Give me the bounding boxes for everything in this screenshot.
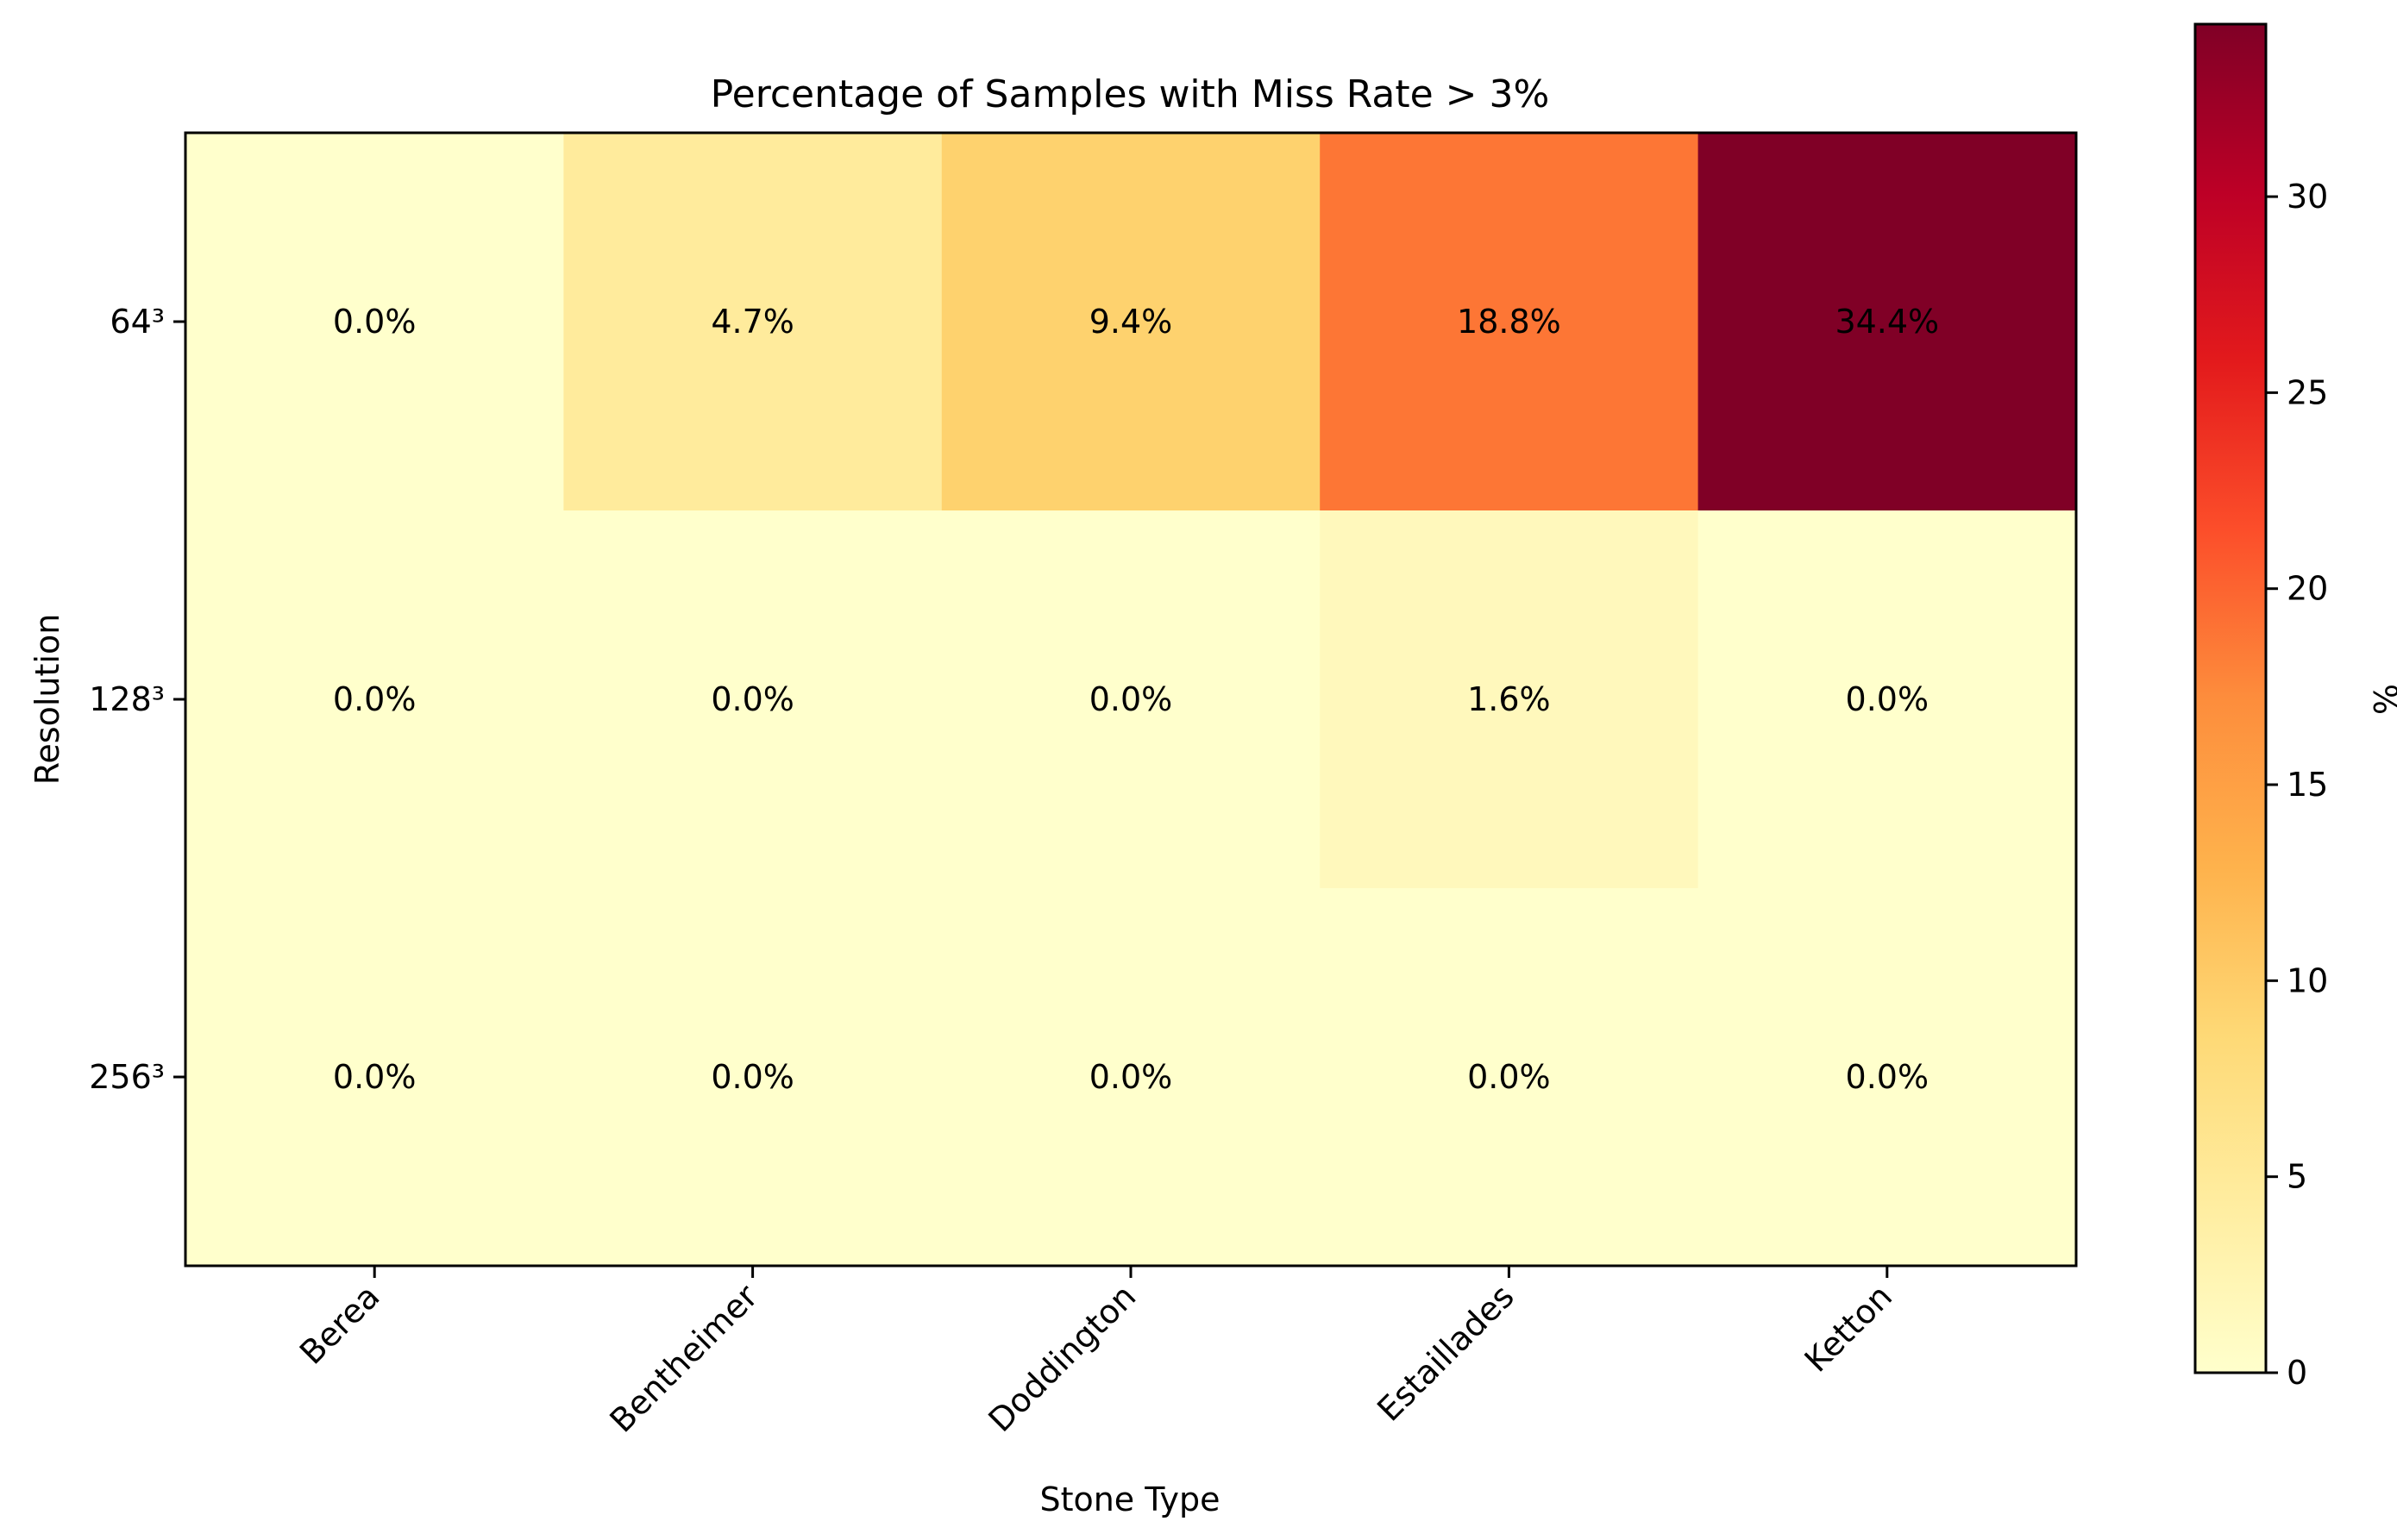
cell-value-label: 0.0% xyxy=(333,680,417,718)
x-tick-label: Ketton xyxy=(1798,1277,1899,1379)
cell-value-label: 1.6% xyxy=(1467,680,1551,718)
heatmap-cell xyxy=(1320,888,1699,1267)
x-axis-ticks: Berea Bentheimer Doddington Estaillades Kett… xyxy=(292,1266,1899,1440)
cell-value-label: 4.7% xyxy=(711,303,794,341)
colorbar-tick-label: 0 xyxy=(2287,1354,2307,1392)
cell-value-label: 18.8% xyxy=(1457,303,1561,341)
colorbar-tick-label: 25 xyxy=(2287,373,2328,411)
heatmap-cell xyxy=(941,888,1321,1267)
heatmap-cell xyxy=(1320,510,1699,889)
colorbar-tick-label: 5 xyxy=(2287,1158,2307,1196)
cell-value-label: 34.4% xyxy=(1835,303,1939,341)
y-axis-ticks: 64³ 128³ 256³ xyxy=(89,303,185,1096)
heatmap-cell xyxy=(1320,133,1699,511)
colorbar xyxy=(2193,22,2268,1374)
colorbar-tick-label: 10 xyxy=(2287,961,2328,999)
heatmap-cell xyxy=(185,133,564,511)
cell-value-label: 0.0% xyxy=(1089,680,1173,718)
colorbar-ticks: 0 5 10 15 20 25 30 xyxy=(2266,178,2328,1392)
heatmap-cell xyxy=(563,133,943,511)
cell-value-label: 0.0% xyxy=(1089,1058,1173,1096)
heatmap-cell xyxy=(941,133,1321,511)
y-tick-label: 64³ xyxy=(110,303,165,341)
cell-value-label: 9.4% xyxy=(1089,303,1173,341)
heatmap-cell xyxy=(563,510,943,889)
chart-title: Percentage of Samples with Miss Rate > 3… xyxy=(711,72,1550,116)
x-tick-label: Estaillades xyxy=(1370,1277,1522,1429)
cell-value-label: 0.0% xyxy=(1846,680,1930,718)
y-tick-label: 128³ xyxy=(89,680,165,718)
x-axis-label: Stone Type xyxy=(1039,1481,1220,1518)
cell-value-label: 0.0% xyxy=(333,303,417,341)
cell-value-label: 0.0% xyxy=(1846,1058,1930,1096)
cell-value-label: 0.0% xyxy=(711,1058,794,1096)
colorbar-tick-label: 15 xyxy=(2287,766,2328,804)
heatmap-cell xyxy=(185,888,564,1267)
cell-value-label: 0.0% xyxy=(711,680,794,718)
heatmap-cell-labels: 0.0% 4.7% 9.4% 18.8% 34.4% 0.0% 0.0% 0.0% 1.6% 0.… xyxy=(333,303,1939,1096)
colorbar-tick-label: 20 xyxy=(2287,570,2328,608)
y-tick-label: 256³ xyxy=(89,1058,165,1096)
heatmap-cell xyxy=(185,510,564,889)
colorbar-tick-label: 30 xyxy=(2287,178,2328,216)
cell-value-label: 0.0% xyxy=(333,1058,417,1096)
x-tick-label: Doddington xyxy=(981,1277,1143,1439)
cell-value-label: 0.0% xyxy=(1467,1058,1551,1096)
heatmap-cell xyxy=(1697,510,2077,889)
heatmap-cell xyxy=(563,888,943,1267)
x-tick-label: Bentheimer xyxy=(603,1277,766,1440)
heatmap-cells xyxy=(185,133,2077,1267)
heatmap-cell xyxy=(941,510,1321,889)
heatmap-cell xyxy=(1697,133,2077,511)
y-axis-label: Resolution xyxy=(28,614,66,786)
heatmap-cell xyxy=(1697,888,2077,1267)
colorbar-label: % xyxy=(2366,684,2397,715)
x-tick-label: Berea xyxy=(292,1277,387,1372)
